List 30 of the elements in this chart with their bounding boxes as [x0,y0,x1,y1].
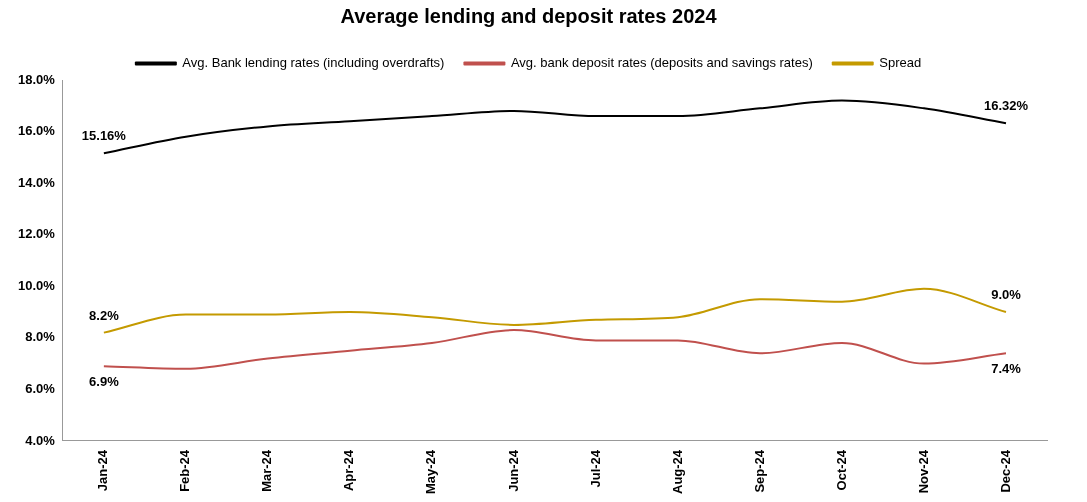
x-tick-label: Sep-24 [751,449,767,493]
x-tick-label: Feb-24 [177,449,193,492]
x-tick-label: Dec-24 [997,449,1013,493]
y-tick-label: 12.0% [17,226,56,242]
x-tick-label: Jun-24 [505,449,521,492]
y-tick-label: 6.0% [25,380,56,396]
data-label: 6.9% [89,374,120,390]
y-tick-label: 18.0% [17,71,56,87]
data-label: 7.4% [991,361,1022,377]
x-tick-label: Apr-24 [341,449,357,492]
x-tick-label: Jan-24 [95,449,111,492]
y-tick-label: 14.0% [17,174,56,190]
x-tick-label: Aug-24 [669,449,685,494]
y-tick-label: 8.0% [25,329,56,345]
legend-label: Spread [879,55,922,71]
y-tick-label: 4.0% [25,432,56,448]
x-tick-label: Jul-24 [587,449,603,488]
data-label: 8.2% [89,307,120,323]
x-tick-label: Oct-24 [833,449,849,491]
chart-title: Average lending and deposit rates 2024 [340,4,718,27]
y-tick-label: 16.0% [17,123,56,139]
data-label: 15.16% [81,128,127,144]
legend-label: Avg. bank deposit rates (deposits and savings rates) [510,55,813,71]
legend-label: Avg. Bank lending rates (including overdrafts) [182,55,445,71]
x-tick-label: Nov-24 [915,449,931,494]
data-label: 9.0% [991,287,1022,303]
y-tick-label: 10.0% [17,277,56,293]
x-tick-label: Mar-24 [259,449,275,492]
x-tick-label: May-24 [423,449,439,494]
data-label: 16.32% [983,98,1029,114]
